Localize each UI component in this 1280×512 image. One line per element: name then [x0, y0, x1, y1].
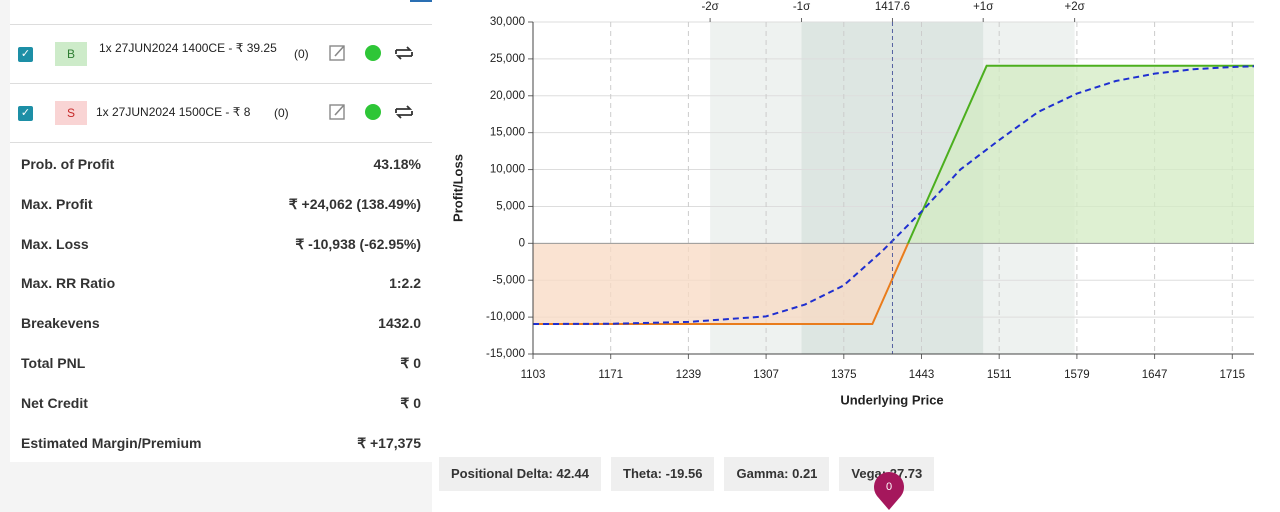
- stat-value: 1432.0: [378, 315, 421, 332]
- y-tick-label: -5,000: [492, 274, 525, 286]
- stat-row: Max. Loss ₹ -10,938 (-62.95%): [21, 236, 421, 256]
- badge-text: 0: [886, 481, 892, 493]
- stat-row: Total PNL ₹ 0: [21, 355, 421, 375]
- stat-label: Estimated Margin/Premium: [21, 434, 202, 451]
- y-tick-label: 20,000: [490, 90, 525, 102]
- expiry-payoff-line: [533, 64, 1254, 326]
- x-tick-label: 1579: [1064, 369, 1090, 381]
- y-tick-label: 0: [519, 237, 525, 249]
- y-tick-label: -10,000: [486, 311, 525, 323]
- x-tick-label: 1307: [753, 369, 779, 381]
- x-tick-label: 1443: [909, 369, 935, 381]
- leg-side: S: [55, 101, 87, 125]
- x-tick-label: 1375: [831, 369, 857, 381]
- stat-value: ₹ +24,062 (138.49%): [288, 195, 421, 212]
- stat-row: Net Credit ₹ 0: [21, 395, 421, 415]
- y-tick-label: 30,000: [490, 16, 525, 28]
- current-payoff-line: [532, 65, 1255, 326]
- y-tick-label: 15,000: [490, 127, 525, 139]
- y-tick-label: 25,000: [490, 53, 525, 65]
- stat-row: Estimated Margin/Premium ₹ +17,375: [21, 435, 421, 455]
- leg-quantity: (0): [294, 47, 309, 61]
- area-fill: [533, 65, 1254, 325]
- top-tick-label: +2σ: [1064, 1, 1084, 13]
- y-axis-title: Profit/Loss: [450, 154, 465, 222]
- stat-row: Breakevens 1432.0: [21, 315, 421, 335]
- stat-row: Prob. of Profit 43.18%: [21, 156, 421, 176]
- stat-row: Max. RR Ratio 1:2.2: [21, 275, 421, 295]
- leg-description: 1x 27JUN2024 1400CE - ₹ 39.25: [99, 41, 277, 55]
- x-tick-label: 1171: [598, 369, 623, 381]
- panel-header: [10, 0, 432, 25]
- stat-value: ₹ 0: [400, 394, 421, 411]
- stat-label: Total PNL: [21, 355, 86, 371]
- stat-value: ₹ +17,375: [357, 434, 421, 451]
- greeks-bar: Positional Delta: 42.44 Theta: -19.56 Gamm…: [439, 457, 935, 491]
- stat-value: ₹ 0: [400, 355, 421, 371]
- top-tick-label: -2σ: [701, 1, 718, 13]
- x-tick-label: 1103: [521, 369, 546, 381]
- leg-checkbox[interactable]: ✓: [18, 106, 33, 121]
- stat-value: ₹ -10,938 (-62.95%): [295, 235, 421, 252]
- badge-pin[interactable]: 0: [872, 472, 906, 512]
- stat-value: 43.18%: [373, 156, 421, 172]
- x-tick-label: 1239: [676, 369, 702, 381]
- leg-icons[interactable]: [328, 43, 418, 65]
- stat-label: Net Credit: [21, 394, 88, 411]
- top-tick-label: +1σ: [973, 1, 993, 13]
- x-axis-title: Underlying Price: [840, 392, 943, 407]
- y-tick-label: -15,000: [486, 348, 525, 360]
- stat-label: Prob. of Profit: [21, 156, 115, 172]
- stat-label: Max. RR Ratio: [21, 275, 116, 292]
- stat-label: Max. Profit: [21, 195, 93, 212]
- y-tick-label: 10,000: [490, 164, 525, 176]
- y-tick-label: 5,000: [496, 200, 525, 212]
- x-tick-label: 1511: [987, 369, 1012, 381]
- x-tick-label: 1647: [1142, 369, 1168, 381]
- leg-quantity: (0): [274, 106, 289, 120]
- leg-checkbox[interactable]: ✓: [18, 47, 33, 62]
- header-accent: [410, 0, 432, 2]
- leg-row: ✓ S 1x 27JUN2024 1500CE - ₹ 8 (0): [10, 84, 432, 143]
- stat-value: 1:2.2: [389, 275, 421, 292]
- top-tick-label: 1417.6: [875, 1, 910, 13]
- strategy-panel: ✓ B 1x 27JUN2024 1400CE - ₹ 39.25 (0) ✓ …: [10, 0, 432, 462]
- leg-icons[interactable]: [328, 102, 418, 124]
- greek-box: Gamma: 0.21: [724, 457, 830, 491]
- leg-side: B: [55, 42, 87, 66]
- x-tick-label: 1715: [1219, 369, 1245, 381]
- leg-description: 1x 27JUN2024 1500CE - ₹ 8: [96, 105, 251, 119]
- top-tick-label: -1σ: [793, 1, 810, 13]
- greek-box: Positional Delta: 42.44: [439, 457, 601, 491]
- leg-row: ✓ B 1x 27JUN2024 1400CE - ₹ 39.25 (0): [10, 25, 432, 84]
- stat-label: Breakevens: [21, 315, 100, 332]
- greek-box: Theta: -19.56: [611, 457, 715, 491]
- stat-row: Max. Profit ₹ +24,062 (138.49%): [21, 196, 421, 216]
- left-background: ✓ B 1x 27JUN2024 1400CE - ₹ 39.25 (0) ✓ …: [0, 0, 432, 512]
- stat-label: Max. Loss: [21, 235, 89, 252]
